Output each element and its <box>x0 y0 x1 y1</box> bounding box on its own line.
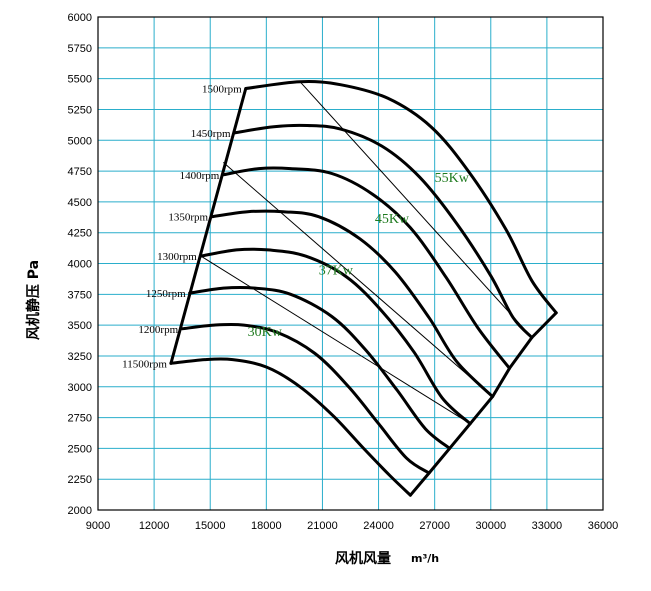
power-line-45Kw <box>222 162 493 397</box>
power-lines <box>200 81 533 425</box>
x-tick-label: 33000 <box>532 520 563 532</box>
speed-curve-label: 1450rpm <box>191 128 231 140</box>
x-axis-unit: m³/h <box>411 552 439 565</box>
y-tick-label: 2750 <box>68 413 92 425</box>
speed-curve-label: 1250rpm <box>146 288 186 300</box>
y-tick-label: 5500 <box>68 74 92 86</box>
power-label: 45Kw <box>375 212 410 227</box>
x-tick-label: 9000 <box>86 520 110 532</box>
y-tick-label: 4000 <box>68 259 92 271</box>
speed-curve-label: 1500rpm <box>202 83 242 95</box>
x-tick-label: 36000 <box>588 520 619 532</box>
power-label: 37Kw <box>319 264 354 279</box>
envelope-left-line <box>169 86 248 365</box>
y-tick-label: 2250 <box>68 474 92 486</box>
speed-curve-11500rpm <box>169 357 412 497</box>
y-tick-label: 3500 <box>68 320 92 332</box>
y-tick-label: 3250 <box>68 351 92 363</box>
x-tick-labels: 9000 12000 15000 18000 21000 24000 27000 30000 3… <box>86 520 619 532</box>
speed-curve-label: 1350rpm <box>168 212 208 224</box>
power-line-37Kw <box>200 255 471 425</box>
speed-curve-1400rpm <box>221 166 511 370</box>
speed-curve-1300rpm <box>199 247 472 426</box>
y-tick-labels: 2000 2250 2500 2750 3000 3250 3500 3750 4000 4250… <box>68 12 92 517</box>
envelope-right-line <box>408 311 558 497</box>
power-label: 30Kw <box>248 325 283 340</box>
speed-curve-1450rpm <box>233 123 534 339</box>
speed-curve-1200rpm <box>180 322 431 475</box>
x-axis-title: 风机风量 <box>335 550 391 567</box>
y-axis-title: 风机静压 Pa <box>25 260 42 340</box>
x-tick-label: 21000 <box>307 520 338 532</box>
grid-lines <box>97 16 604 511</box>
speed-curve-label: 1400rpm <box>180 170 220 182</box>
y-tick-label: 5000 <box>68 135 92 147</box>
power-label: 55Kw <box>435 171 470 186</box>
y-tick-label: 4750 <box>68 166 92 178</box>
power-line-55Kw <box>299 81 533 338</box>
y-tick-label: 4250 <box>68 228 92 240</box>
y-tick-label: 5250 <box>68 104 92 116</box>
x-tick-label: 12000 <box>139 520 170 532</box>
x-tick-label: 15000 <box>195 520 226 532</box>
speed-curve-1350rpm <box>210 209 495 399</box>
y-tick-label: 3750 <box>68 289 92 301</box>
y-tick-label: 4500 <box>68 197 92 209</box>
y-tick-label: 6000 <box>68 12 92 24</box>
x-tick-label: 18000 <box>251 520 282 532</box>
speed-curve-label: 11500rpm <box>122 358 167 370</box>
y-tick-label: 5750 <box>68 43 92 55</box>
curve-labels: 1500rpm 1450rpm 1400rpm 1350rpm 1300rpm 1250r… <box>122 83 470 370</box>
y-tick-label: 2000 <box>68 505 92 517</box>
speed-curve-label: 1200rpm <box>138 324 178 336</box>
x-tick-label: 30000 <box>475 520 506 532</box>
speed-curve-1250rpm <box>188 285 452 450</box>
speed-curves <box>169 80 558 497</box>
x-tick-label: 24000 <box>363 520 394 532</box>
x-tick-label: 27000 <box>419 520 450 532</box>
y-tick-label: 2500 <box>68 443 92 455</box>
speed-curve-label: 1300rpm <box>157 251 197 263</box>
y-tick-label: 3000 <box>68 382 92 394</box>
plot-frame <box>97 16 604 511</box>
speed-curve-1500rpm <box>244 80 558 315</box>
